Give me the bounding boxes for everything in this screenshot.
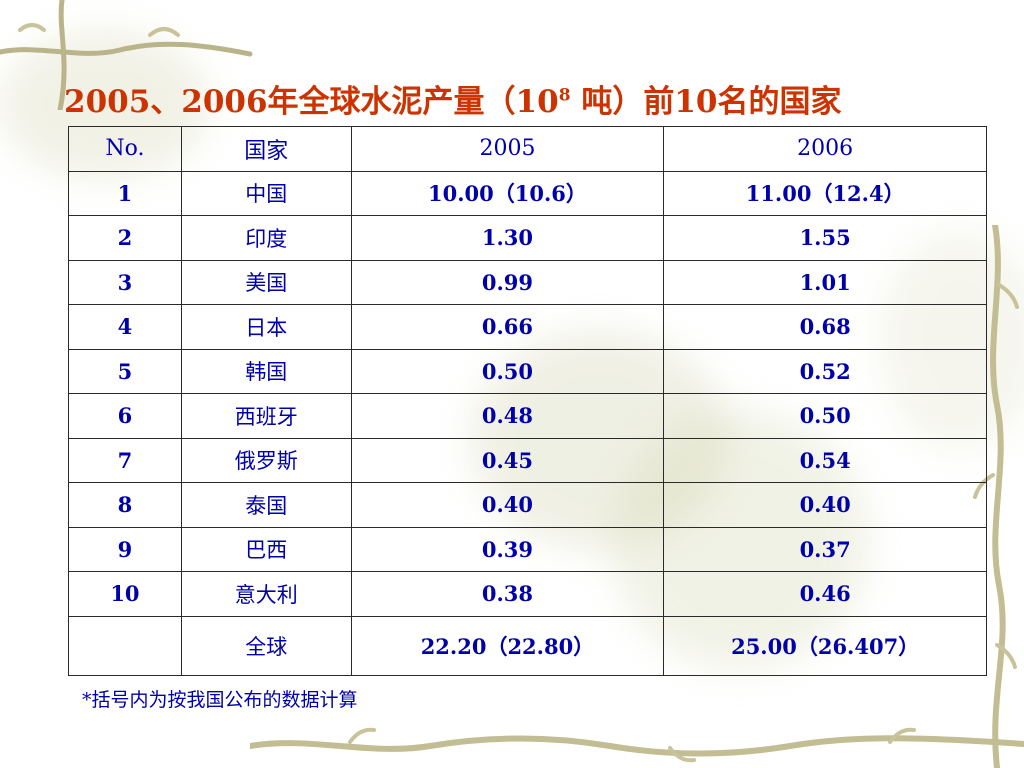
table-row: 7 俄罗斯 0.45 0.54	[68, 437, 987, 483]
cell-no: 6	[68, 393, 182, 439]
cell-no: 2	[68, 215, 182, 261]
title-suffix: 吨）前10名的国家	[570, 84, 842, 120]
cell-2006: 11.00（12.4）	[663, 170, 987, 216]
page-title: 2005、2006年全球水泥产量（108 吨）前10名的国家	[64, 76, 841, 121]
title-superscript: 8	[558, 85, 571, 106]
cell-2005: 0.48	[350, 393, 665, 439]
cell-no: 3	[68, 259, 182, 305]
cell-2006: 25.00（26.407）	[663, 615, 987, 676]
cell-country: 全球	[180, 615, 352, 676]
cell-country: 中国	[180, 170, 352, 216]
header-no: No.	[68, 126, 182, 172]
cell-2006: 0.68	[663, 304, 987, 350]
cell-country: 韩国	[180, 348, 352, 394]
header-2005: 2005	[350, 126, 665, 172]
cell-2005: 0.66	[350, 304, 665, 350]
header-country: 国家	[180, 126, 352, 172]
table-row: 3 美国 0.99 1.01	[68, 259, 987, 305]
cell-no: 1	[68, 170, 182, 216]
table-row: 8 泰国 0.40 0.40	[68, 482, 987, 528]
cell-no	[68, 615, 182, 676]
cell-2006: 0.37	[663, 526, 987, 572]
cell-2005: 0.45	[350, 437, 665, 483]
cell-country: 泰国	[180, 482, 352, 528]
cell-2005: 0.50	[350, 348, 665, 394]
cell-country: 印度	[180, 215, 352, 261]
cell-country: 日本	[180, 304, 352, 350]
table-total-row: 全球 22.20（22.80） 25.00（26.407）	[68, 615, 987, 676]
table-row: 9 巴西 0.39 0.37	[68, 526, 987, 572]
cell-2006: 0.50	[663, 393, 987, 439]
cell-2005: 10.00（10.6）	[350, 170, 665, 216]
table-row: 2 印度 1.30 1.55	[68, 215, 987, 261]
cell-no: 8	[68, 482, 182, 528]
table-row: 4 日本 0.66 0.68	[68, 304, 987, 350]
cell-country: 意大利	[180, 571, 352, 617]
table-row: 6 西班牙 0.48 0.50	[68, 393, 987, 439]
table-row: 1 中国 10.00（10.6） 11.00（12.4）	[68, 170, 987, 216]
cell-no: 10	[68, 571, 182, 617]
cell-2005: 22.20（22.80）	[350, 615, 665, 676]
cell-country: 美国	[180, 259, 352, 305]
cell-no: 4	[68, 304, 182, 350]
title-prefix: 2005、2006年全球水泥产量（10	[64, 84, 559, 120]
footnote: *括号内为按我国公布的数据计算	[82, 689, 358, 711]
cell-2005: 0.99	[350, 259, 665, 305]
cement-production-table: No. 国家 2005 2006 1 中国 10.00（10.6） 11.00（…	[68, 126, 987, 676]
cell-2006: 0.40	[663, 482, 987, 528]
cell-no: 9	[68, 526, 182, 572]
cell-2005: 0.38	[350, 571, 665, 617]
cell-2006: 0.52	[663, 348, 987, 394]
cell-2005: 1.30	[350, 215, 665, 261]
table-header-row: No. 国家 2005 2006	[68, 126, 987, 172]
cell-2005: 0.39	[350, 526, 665, 572]
cell-2006: 1.01	[663, 259, 987, 305]
cell-2006: 0.46	[663, 571, 987, 617]
table-row: 5 韩国 0.50 0.52	[68, 348, 987, 394]
table-row: 10 意大利 0.38 0.46	[68, 571, 987, 617]
cell-no: 7	[68, 437, 182, 483]
header-2006: 2006	[663, 126, 987, 172]
cell-country: 巴西	[180, 526, 352, 572]
cell-2006: 0.54	[663, 437, 987, 483]
cell-2005: 0.40	[350, 482, 665, 528]
cell-country: 俄罗斯	[180, 437, 352, 483]
vine-decoration-bottom	[250, 727, 1024, 763]
cell-country: 西班牙	[180, 393, 352, 439]
cell-no: 5	[68, 348, 182, 394]
cell-2006: 1.55	[663, 215, 987, 261]
